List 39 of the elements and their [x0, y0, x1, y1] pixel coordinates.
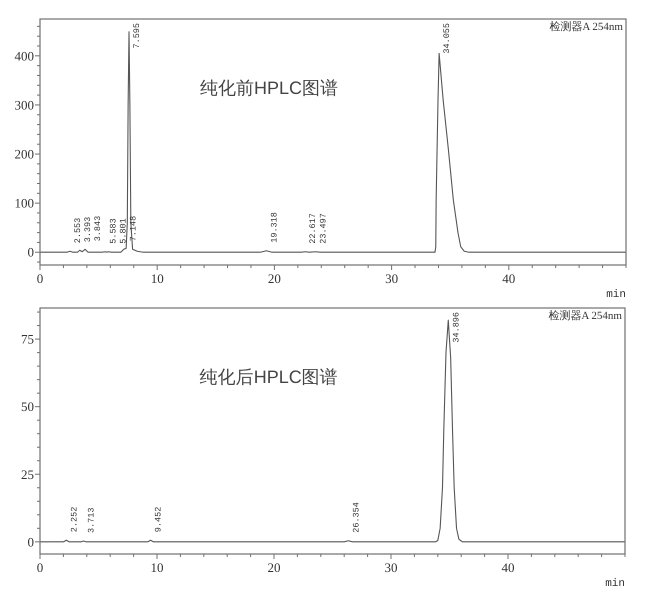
x-tick-label: 30	[384, 560, 398, 575]
text: 纯化后HPLC图谱	[200, 366, 338, 387]
y-tick-label: 0	[28, 244, 34, 260]
annotation: 7.148	[128, 216, 138, 242]
annotation: 3.393	[82, 216, 93, 242]
x-tick-label: 40	[502, 271, 516, 286]
annotation: 2.252	[69, 506, 80, 532]
annotation: 19.318	[269, 212, 280, 243]
y-tick-label: 0	[28, 534, 34, 550]
y-tick-label: 100	[14, 196, 34, 211]
annotation: 34.055	[442, 22, 452, 54]
x-tick-label: 10	[150, 560, 164, 575]
x-tick-label: 20	[268, 271, 281, 286]
annotation: 7.595	[132, 22, 142, 48]
annotation: 23.497	[318, 213, 328, 244]
annotation: 2.553	[72, 218, 83, 244]
text: 纯化前HPLC图谱	[200, 78, 338, 98]
annotation: 34.896	[451, 312, 462, 343]
y-tick-label: 300	[14, 97, 34, 112]
x-tick-label: 20	[268, 560, 280, 575]
y-tick-label: 400	[14, 48, 34, 64]
y-tick-label: 75	[21, 332, 34, 347]
annotation: 26.354	[351, 502, 362, 533]
annotation: 5.583	[108, 218, 118, 244]
annotation: 22.617	[308, 213, 318, 244]
x-tick-label: 40	[502, 560, 514, 575]
x-tick-label: 30	[385, 271, 398, 286]
y-tick-label: 25	[21, 466, 34, 482]
x-axis-title: min	[605, 578, 625, 590]
x-tick-label: 10	[150, 271, 164, 286]
annotation: 5.801	[118, 218, 128, 244]
annotation: 3.713	[86, 508, 96, 534]
y-tick-label: 50	[21, 399, 34, 414]
annotation: 检测器A 254nm	[549, 21, 624, 33]
y-tick-label: 200	[14, 146, 34, 162]
annotation: 3.843	[92, 216, 103, 242]
annotation: 检测器A 254nm	[548, 310, 622, 322]
x-axis-title: min	[606, 289, 626, 301]
annotation: 9.452	[154, 506, 164, 532]
